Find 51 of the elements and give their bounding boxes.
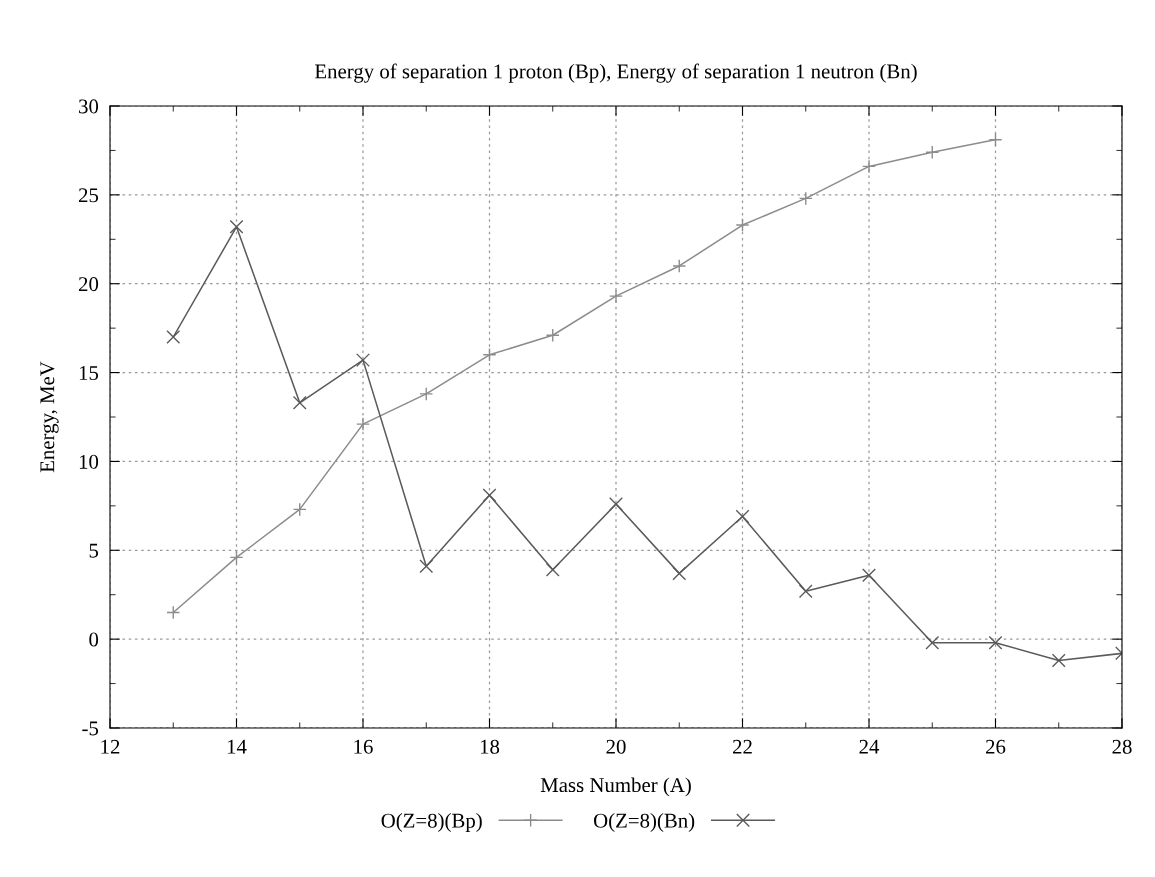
legend-label: O(Z=8)(Bp) <box>381 813 482 832</box>
legend-label: O(Z=8)(Bn) <box>593 813 695 832</box>
point <box>545 562 560 577</box>
point <box>735 218 750 233</box>
point <box>356 353 370 368</box>
y-tick-label: 30 <box>79 99 99 114</box>
x-axis-title: Mass Number (A) <box>540 777 691 797</box>
point <box>419 386 434 401</box>
x-tick-label: 18 <box>480 739 500 754</box>
point <box>862 568 876 583</box>
y-tick-label: 25 <box>78 188 99 203</box>
point <box>862 159 876 174</box>
y-tick-label: 15 <box>79 366 99 380</box>
y-tick-label: 0 <box>89 632 99 647</box>
point <box>482 488 497 503</box>
x-tick-label: 14 <box>227 739 247 754</box>
point <box>292 395 307 410</box>
y-tick-label: -5 <box>82 721 99 736</box>
y-axis-title: Energy, MeV <box>40 361 59 473</box>
point <box>545 328 560 343</box>
point <box>609 497 623 512</box>
y-tick-label: 5 <box>89 543 99 558</box>
point <box>672 566 687 581</box>
x-tick-label: 28 <box>1112 739 1132 754</box>
point <box>419 559 434 574</box>
y-tick-label: 10 <box>79 454 99 469</box>
point <box>482 347 497 362</box>
point <box>988 635 1003 650</box>
point <box>292 502 307 517</box>
y-tick-label: 20 <box>78 277 99 292</box>
point <box>166 605 181 620</box>
point <box>798 584 813 599</box>
point <box>798 191 813 206</box>
point <box>925 145 940 160</box>
x-tick-label: 26 <box>986 739 1006 754</box>
x-tick-label: 20 <box>606 739 626 754</box>
point <box>229 219 244 234</box>
x-tick-label: 12 <box>101 739 120 754</box>
x-tick-label: 16 <box>354 739 373 754</box>
point <box>925 635 940 650</box>
point <box>166 330 181 344</box>
x-tick-label: 22 <box>733 739 752 754</box>
point <box>356 417 370 432</box>
x-tick-label: 24 <box>859 739 880 754</box>
point <box>988 132 1003 147</box>
chart-title: Energy of separation 1 proton (Bp), Energy of separation 1 neutron (Bn) <box>314 63 917 83</box>
point <box>672 258 687 273</box>
point <box>609 289 623 304</box>
point <box>735 509 750 524</box>
point <box>229 550 244 565</box>
point <box>1051 653 1066 668</box>
